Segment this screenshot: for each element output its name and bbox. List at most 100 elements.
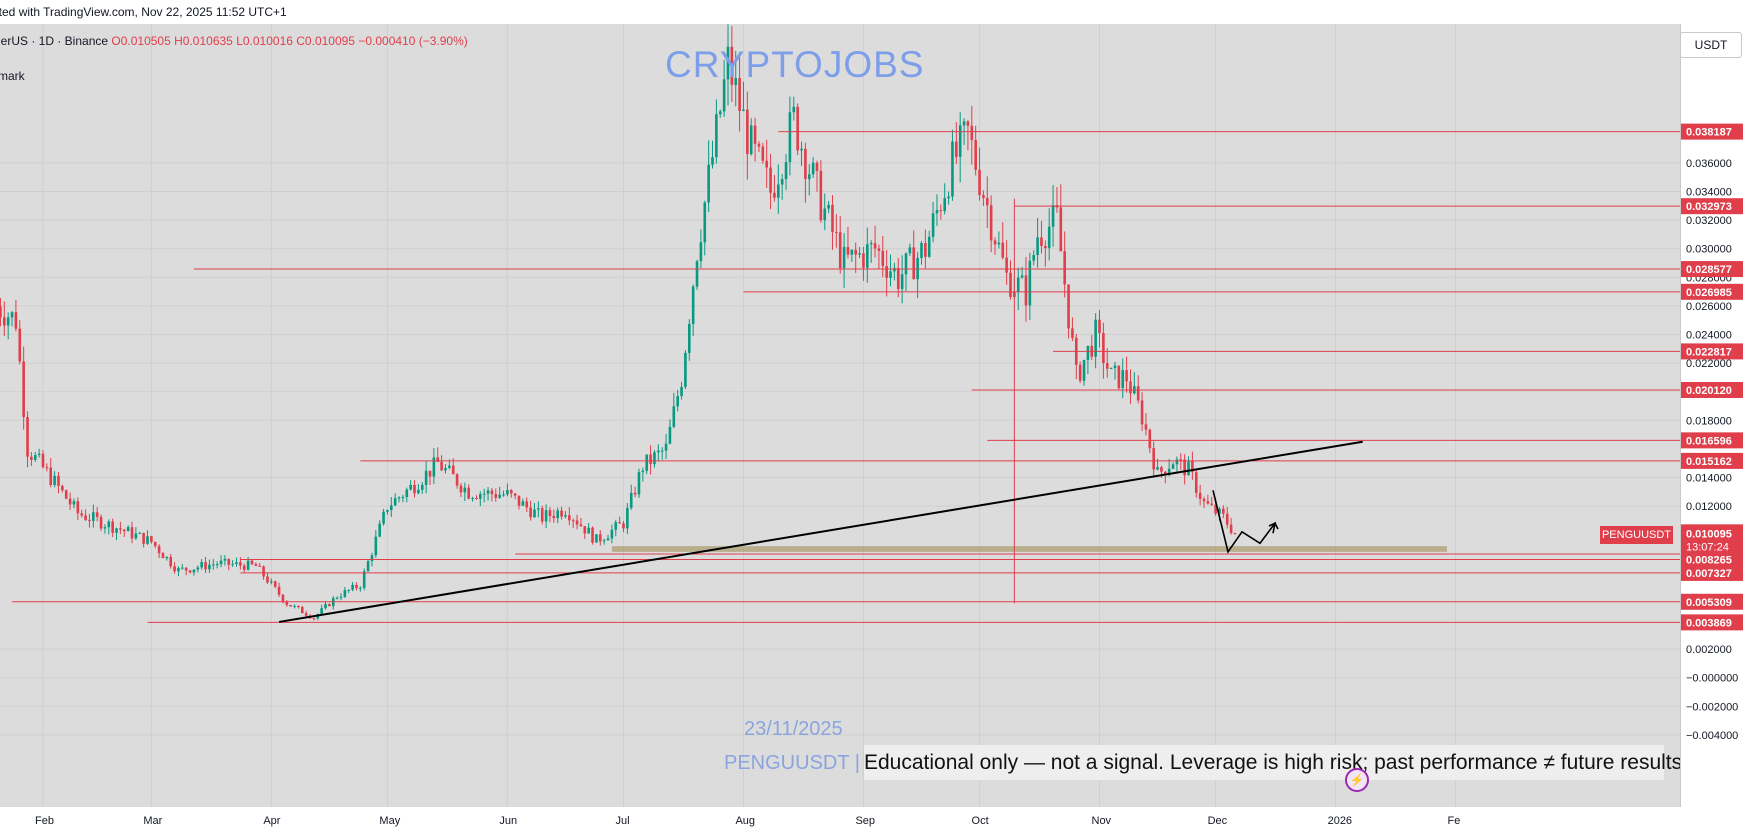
candle-body [463, 487, 467, 493]
candle-body [722, 79, 726, 112]
candle-body [583, 526, 587, 534]
legend-high: H0.010635 [174, 34, 233, 48]
candle-body [997, 242, 1001, 245]
candle-body [1059, 207, 1063, 252]
candle-body [33, 455, 37, 460]
price-tick-11: 0.012000 [1686, 501, 1732, 513]
chart-svg[interactable] [0, 24, 1680, 807]
candle-body [482, 493, 486, 495]
current-price-tag [1681, 524, 1743, 555]
candle-body [250, 560, 254, 565]
level-tag-3 [1681, 283, 1743, 300]
candle-body [1198, 492, 1202, 499]
candle-body [196, 567, 200, 570]
time-axis[interactable]: Feb Mar Apr May Jun Jul Aug Sep Oct Nov Dec 2026 Fe [0, 807, 1747, 833]
candle-body [366, 561, 370, 572]
candle-body [800, 148, 803, 151]
candle-body [72, 501, 76, 505]
time-tick-8: Oct [972, 815, 989, 827]
legend-open: O0.010505 [111, 34, 171, 48]
candle-body [486, 490, 490, 494]
price-axis-panel[interactable]: 0.036000 0.034000 0.032000 0.030000 0.028000… [1680, 24, 1747, 807]
candle-body [664, 443, 668, 451]
candle-body [529, 507, 532, 518]
candle-body [471, 498, 474, 500]
candle-body [873, 243, 877, 249]
candle-body [819, 170, 823, 221]
candle-body [730, 46, 734, 85]
candle-body [1214, 504, 1217, 514]
level-tag-label-12: 0.003869 [1686, 617, 1732, 629]
candle-body [738, 78, 741, 112]
candle-body [509, 490, 513, 494]
candle-body [757, 143, 761, 147]
candle-body [989, 205, 993, 241]
candle-body [390, 505, 393, 511]
candle-body [455, 474, 459, 486]
level-tag-label-3: 0.026985 [1686, 287, 1732, 299]
candle-body [146, 536, 149, 544]
candle-body [1152, 448, 1155, 470]
candle-body [30, 456, 33, 460]
candle-body [1175, 459, 1179, 465]
candle-body [444, 467, 447, 471]
candle-body [451, 465, 455, 475]
candle-body [76, 501, 80, 514]
candle-body [355, 584, 358, 589]
candle-body [804, 148, 807, 180]
candle-body [324, 604, 327, 609]
price-tick-15: −0.004000 [1686, 730, 1738, 742]
candle-body [68, 498, 72, 505]
candle-body [831, 204, 834, 232]
candle-body [84, 515, 87, 520]
candle-body [436, 457, 440, 462]
legend-low: L0.010016 [236, 34, 293, 48]
chart-area[interactable] [0, 24, 1680, 807]
candle-body [95, 512, 99, 517]
candle-body [273, 581, 277, 587]
candle-body [912, 247, 916, 280]
candle-body [1051, 205, 1055, 227]
candle-body [64, 490, 68, 499]
candle-body [792, 106, 796, 113]
candle-body [602, 540, 606, 542]
candle-body [807, 174, 811, 180]
currency-selector[interactable]: USDT [1680, 32, 1742, 58]
time-tick-9: Nov [1092, 815, 1112, 827]
level-tag-10 [1681, 564, 1743, 581]
candle-body [393, 498, 397, 506]
time-tick-11: 2026 [1328, 815, 1352, 827]
candle-body [328, 604, 331, 607]
candle-body [192, 569, 196, 573]
price-tick-10: 0.014000 [1686, 473, 1732, 485]
price-tick-2: 0.032000 [1686, 215, 1732, 227]
candle-body [657, 450, 660, 453]
candle-body [227, 558, 231, 565]
legend-change: −0.000410 (−3.90%) [358, 34, 468, 48]
candle-body [262, 566, 265, 577]
level-tag-label-7: 0.015162 [1686, 456, 1732, 468]
candle-body [703, 202, 707, 243]
candle-body [359, 587, 362, 589]
candle-body [200, 562, 203, 568]
candle-body [684, 352, 687, 387]
candle-body [161, 553, 165, 559]
candle-body [22, 361, 25, 418]
candle-body [150, 536, 153, 542]
level-tag-2 [1681, 261, 1743, 278]
candle-body [1144, 424, 1148, 430]
candle-body [397, 497, 401, 499]
candle-body [985, 198, 989, 206]
candle-body [448, 465, 451, 468]
candle-body [479, 494, 482, 499]
price-tick-7: 0.022000 [1686, 358, 1732, 370]
candle-body [1071, 328, 1074, 338]
candle-body [88, 519, 91, 521]
candle-body [10, 312, 14, 318]
lightning-icon[interactable]: ⚡ [1345, 768, 1369, 792]
candle-body [896, 268, 900, 290]
candle-body [173, 566, 176, 572]
candle-body [618, 522, 621, 524]
candle-body [641, 470, 645, 473]
level-tag-label-5: 0.020120 [1686, 385, 1732, 397]
